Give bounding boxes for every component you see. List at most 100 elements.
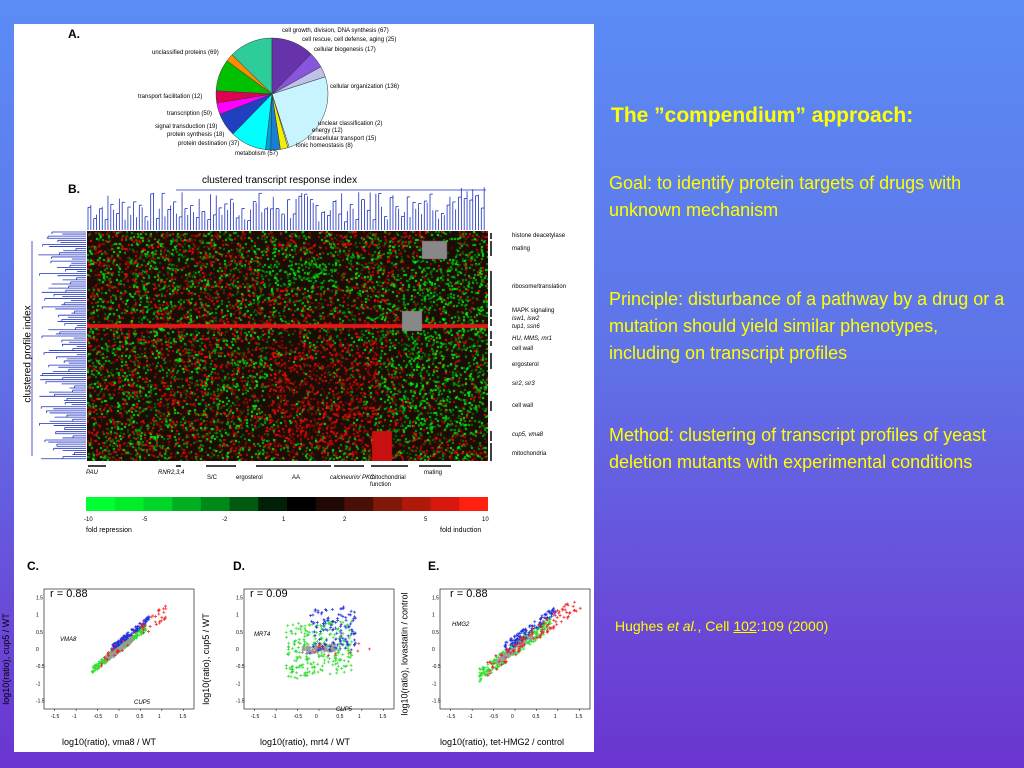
- cluster-label: cup5, vma8: [512, 432, 544, 438]
- pie-label: metabolism (57): [235, 151, 279, 157]
- panel-d-letter: D.: [233, 559, 245, 573]
- cluster-label: cell wall: [512, 346, 534, 352]
- x-tick: -1: [468, 714, 473, 720]
- cluster-label: tup1, ssn6: [512, 324, 540, 330]
- bottom-brackets: [88, 465, 451, 467]
- x-tick: -0.5: [490, 714, 499, 720]
- cluster-label: histone deacetylase: [512, 233, 566, 239]
- bottom-cluster-label: mating: [424, 470, 443, 476]
- citation-etal: et al.: [667, 618, 698, 634]
- x-axis-label-e: log10(ratio), tet-HMG2 / control: [440, 737, 565, 747]
- annotation-vma8: VMA8: [60, 637, 77, 643]
- scatter-plot-e: -1.5 1.5 -1 1 -0.5 0.5 0 0 0.5 -0.5 1 -1 1.5 -1.5: [432, 588, 591, 720]
- x-tick: -1: [72, 714, 77, 720]
- y-tick: -1.5: [432, 698, 441, 704]
- pie-chart: [215, 37, 329, 151]
- x-axis-label-d: log10(ratio), mrt4 / WT: [260, 737, 351, 747]
- top-dendrogram: [87, 187, 486, 230]
- color-scale-bar: [86, 497, 488, 511]
- pie-label: intracellular transport (15): [308, 136, 377, 142]
- pie-label: transcription (50): [167, 111, 213, 117]
- panel-a-letter: A.: [68, 27, 80, 41]
- bottom-cluster-label: mitochondrial function: [370, 475, 406, 488]
- x-tick: 0.5: [532, 714, 539, 720]
- y-tick: -0.5: [36, 664, 45, 670]
- x-tick: -1.5: [447, 714, 456, 720]
- x-tick: 0: [115, 714, 118, 720]
- pie-label: unclassified proteins (69): [152, 50, 219, 56]
- scale-right-label: fold induction: [440, 527, 482, 534]
- x-tick: 0: [511, 714, 514, 720]
- pie-label: energy (12): [312, 128, 343, 134]
- bottom-cluster-label: ergosterol: [236, 475, 263, 481]
- scatter-plot-d: -1.5 1.5 -1 1 -0.5 0.5 0 0 0.5 -0.5 1 -1 1.5 -1.5: [236, 588, 395, 720]
- panel-e-letter: E.: [428, 559, 440, 573]
- y-tick: -1.5: [36, 698, 45, 704]
- citation-volume: 102: [733, 618, 757, 634]
- cluster-label: isw1, isw2: [512, 316, 540, 322]
- y-tick: 0: [432, 647, 435, 653]
- annotation-mrt4: MRT4: [254, 632, 271, 638]
- dendrogram-top-label: clustered transcript response index: [202, 175, 358, 186]
- y-axis-label-e: log10(ratio), lovastatin / control: [399, 592, 410, 716]
- y-tick: 0.5: [236, 630, 243, 636]
- y-axis-label-c: log10(ratio), cup5 / WT: [0, 613, 11, 705]
- x-tick: 1.5: [575, 714, 582, 720]
- pie-label: unclear classification (2): [318, 121, 383, 127]
- x-tick: 1: [554, 714, 557, 720]
- cluster-brackets: [490, 233, 492, 461]
- x-tick: -1.5: [51, 714, 60, 720]
- x-tick: -0.5: [294, 714, 303, 720]
- x-tick: -1: [272, 714, 277, 720]
- citation-journal: , Cell: [697, 618, 734, 634]
- scale-tick: 1: [282, 517, 286, 523]
- principle-text: Principle: disturbance of a pathway by a…: [609, 289, 1005, 363]
- y-tick: 1.5: [36, 596, 43, 602]
- y-tick: -1: [432, 681, 437, 687]
- scatter-plot-c: -1.5 1.5 -1 1 -0.5 0.5 0 0 0.5 -0.5 1 -1 1.5 -1.5: [36, 588, 195, 720]
- r-value-e: r = 0.88: [450, 588, 488, 600]
- pie-label: cell growth, division, DNA synthesis (67…: [282, 28, 389, 34]
- y-tick: -1.5: [236, 698, 245, 704]
- pie-slice: [271, 76, 329, 148]
- dendrogram-side-label: clustered profile index: [22, 305, 34, 403]
- x-tick: 1.5: [379, 714, 386, 720]
- y-tick: 0.5: [36, 630, 43, 636]
- y-tick: 1: [432, 613, 435, 619]
- pie-label: protein destination (37): [178, 141, 240, 147]
- bottom-cluster-label: calcineurin/ PKC: [330, 475, 375, 481]
- panel-c-letter: C.: [27, 559, 39, 573]
- cluster-label: sir2, sir3: [512, 381, 535, 387]
- citation-authors: Hughes: [615, 618, 668, 634]
- bottom-cluster-label: RNR2,3,4: [158, 470, 185, 476]
- bottom-cluster-label: PAU: [86, 470, 98, 476]
- scale-tick: 5: [424, 517, 428, 523]
- x-tick: 1: [358, 714, 361, 720]
- y-tick: -0.5: [236, 664, 245, 670]
- y-tick: 0: [236, 647, 239, 653]
- pie-label: protein synthesis (18): [167, 132, 225, 138]
- cluster-label: HU, MMS, rnr1: [512, 336, 553, 342]
- cluster-label: mitochondria: [512, 451, 547, 457]
- cluster-label: cell wall: [512, 403, 534, 409]
- y-axis-label-d: log10(ratio), cup5 / WT: [200, 613, 211, 705]
- scale-tick: 10: [482, 517, 489, 523]
- panel-b-letter: B.: [68, 182, 80, 196]
- pie-label: transport facilitation (12): [138, 94, 203, 100]
- pie-label: signal transduction (19): [155, 124, 218, 130]
- annotation-hmg2: HMG2: [452, 622, 470, 628]
- annotation-cup5-d: CUP5: [336, 707, 353, 713]
- pie-label: cell rescue, cell defense, aging (25): [302, 37, 397, 43]
- side-dendrogram: [31, 231, 86, 460]
- cluster-label: ribosome/translation: [512, 284, 567, 290]
- x-tick: 0: [315, 714, 318, 720]
- x-tick: -0.5: [94, 714, 103, 720]
- scale-tick: -2: [222, 517, 228, 523]
- pie-slice: [226, 54, 273, 95]
- y-tick: -0.5: [432, 664, 441, 670]
- scale-tick: 2: [343, 517, 347, 523]
- scale-tick: -5: [142, 517, 148, 523]
- x-axis-label-c: log10(ratio), vma8 / WT: [62, 737, 157, 747]
- bottom-cluster-label: AA: [292, 475, 301, 481]
- y-tick: 1.5: [432, 596, 439, 602]
